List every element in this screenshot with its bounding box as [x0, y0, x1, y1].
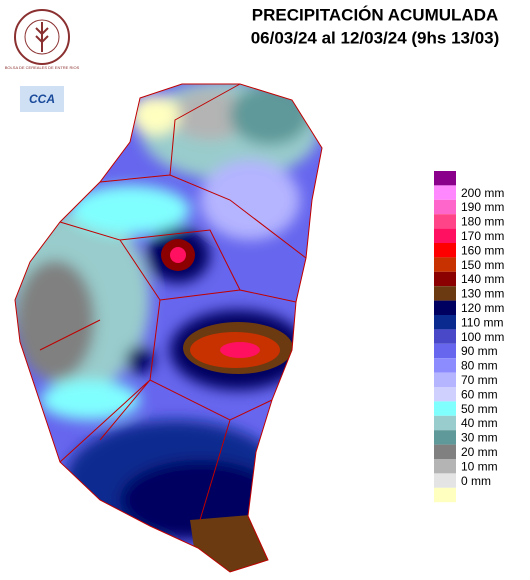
legend-swatch — [434, 228, 456, 243]
legend-swatch — [434, 329, 456, 344]
legend-label: 170 mm — [461, 229, 504, 243]
legend-label: 110 mm — [461, 315, 503, 329]
legend-label: 90 mm — [461, 344, 498, 358]
legend-swatch — [434, 343, 456, 359]
legend-swatch — [434, 257, 456, 272]
legend-swatch — [434, 401, 456, 416]
legend-swatch — [434, 459, 456, 474]
legend-swatch — [434, 271, 456, 287]
legend-swatch — [434, 358, 456, 373]
legend-label: 30 mm — [461, 431, 498, 445]
legend-swatch — [434, 286, 456, 301]
legend-swatch — [434, 444, 456, 459]
legend-label: 200 mm — [461, 186, 504, 200]
legend-swatch — [434, 372, 456, 387]
logo-cca: CCA — [20, 86, 64, 112]
legend-label: 100 mm — [461, 330, 504, 344]
legend-swatch — [434, 473, 456, 488]
legend-label: 70 mm — [461, 373, 498, 387]
legend-swatch — [434, 487, 456, 503]
legend-swatch — [434, 243, 456, 258]
legend-label: 60 mm — [461, 387, 498, 401]
legend-swatch — [434, 415, 456, 431]
legend-label: 20 mm — [461, 445, 498, 459]
subtitle: 06/03/24 al 12/03/24 (9hs 13/03) — [251, 28, 500, 47]
logo-bolsa: BOLSA DE CEREALES DE ENTRE RIOS — [5, 9, 80, 70]
legend-swatch — [434, 315, 456, 330]
legend-swatch — [434, 185, 456, 200]
legend-label: 190 mm — [461, 200, 504, 214]
legend-label: 130 mm — [461, 287, 504, 301]
legend-label: 50 mm — [461, 402, 498, 416]
legend-swatch — [434, 300, 456, 315]
legend-label: 40 mm — [461, 416, 498, 430]
legend-label: 180 mm — [461, 215, 504, 229]
department-borders — [14, 83, 323, 573]
legend-label: 150 mm — [461, 258, 504, 272]
legend-label: 80 mm — [461, 359, 498, 373]
legend-swatch — [434, 430, 456, 445]
legend-swatch — [434, 199, 456, 215]
logo-text: BOLSA DE CEREALES DE ENTRE RIOS — [5, 65, 80, 70]
precip-field — [15, 84, 322, 572]
legend-swatch — [434, 387, 456, 402]
logo-text: CCA — [29, 92, 55, 106]
legend-swatch — [434, 214, 456, 229]
title: PRECIPITACIÓN ACUMULADA — [252, 5, 499, 24]
legend-label: 10 mm — [461, 459, 498, 473]
legend-label: 160 mm — [461, 243, 504, 257]
legend-label: 120 mm — [461, 301, 504, 315]
legend-swatch — [434, 171, 456, 186]
legend-label: 140 mm — [461, 272, 504, 286]
legend-label: 0 mm — [461, 474, 491, 488]
